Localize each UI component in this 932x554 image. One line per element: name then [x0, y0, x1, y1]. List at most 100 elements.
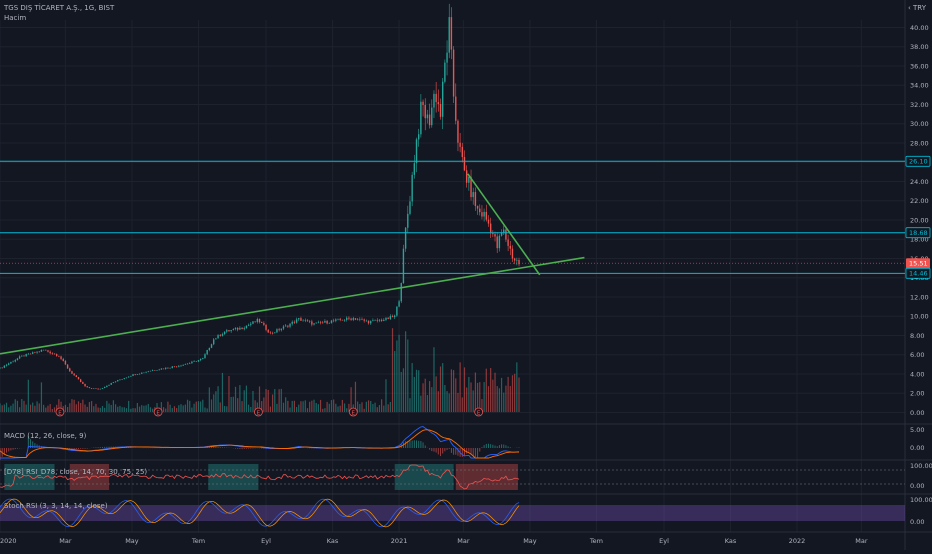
- volume-bar: [36, 401, 37, 412]
- price-tick-label: 32.00: [910, 101, 929, 109]
- volume-bar: [43, 405, 44, 412]
- candle-body: [294, 322, 295, 323]
- macd-histogram-bar: [248, 448, 249, 449]
- candle-body: [422, 102, 423, 105]
- trendline: [0, 258, 584, 354]
- candles: [0, 4, 520, 390]
- candle-body: [202, 358, 203, 359]
- earnings-marker-label: E: [58, 410, 62, 416]
- volume-bar: [21, 399, 22, 412]
- candle-body: [464, 157, 465, 170]
- volume-bar: [427, 395, 428, 412]
- price-tick-label: 6.00: [910, 351, 924, 359]
- volume-bar: [235, 387, 236, 412]
- volume-bar: [132, 408, 133, 412]
- candle-body: [370, 321, 371, 323]
- volume-bar: [318, 404, 319, 412]
- candle-body: [189, 363, 190, 364]
- volume-bar: [248, 405, 249, 412]
- volume-bar: [87, 407, 88, 412]
- candle-body: [52, 353, 53, 354]
- macd-histogram-bar: [425, 445, 426, 448]
- candle-body: [342, 320, 343, 321]
- macd-histogram-bar: [492, 445, 493, 448]
- macd-histogram-bar: [211, 447, 212, 448]
- volume-bar: [460, 362, 461, 412]
- candle-body: [265, 325, 266, 330]
- candle-body: [169, 368, 170, 369]
- candle-body: [276, 329, 277, 332]
- volume-bar: [191, 408, 192, 412]
- volume-bar: [39, 403, 40, 412]
- volume-bar: [494, 373, 495, 412]
- candle-body: [355, 318, 356, 320]
- candle-body: [178, 366, 179, 367]
- macd-histogram-bar: [473, 448, 474, 456]
- candle-body: [366, 321, 367, 322]
- candle-body: [215, 338, 216, 339]
- volume-bar: [379, 405, 380, 412]
- volume-bar: [69, 403, 70, 412]
- volume-bar: [492, 380, 493, 412]
- candle-body: [230, 330, 231, 331]
- candle-body: [494, 234, 495, 236]
- candle-body: [82, 382, 83, 384]
- candle-body: [292, 322, 293, 324]
- macd-histogram-bar: [433, 448, 434, 452]
- currency-selector[interactable]: ‹ TRY: [908, 4, 926, 12]
- candle-body: [239, 328, 240, 330]
- candle-body: [141, 373, 142, 374]
- macd-histogram-bar: [505, 445, 506, 448]
- candle-body: [126, 377, 127, 378]
- volume-bar: [113, 400, 114, 412]
- volume-bar: [479, 382, 480, 412]
- candle-body: [200, 359, 201, 360]
- volume-bar: [420, 396, 421, 412]
- volume-bar: [95, 404, 96, 412]
- volume-bar: [270, 407, 271, 412]
- time-axis-label: 2020: [0, 537, 17, 545]
- time-axis-label: Eyl: [659, 537, 669, 545]
- macd-histogram-bar: [479, 448, 480, 452]
- macd-histogram-bar: [13, 448, 14, 450]
- candle-body: [12, 362, 13, 363]
- macd-histogram-bar: [235, 448, 236, 449]
- volume-bar: [263, 397, 264, 412]
- candle-body: [440, 104, 441, 117]
- candle-body: [357, 319, 358, 320]
- volume-bar: [28, 380, 29, 412]
- macd-histogram-bar: [495, 446, 496, 448]
- candle-body: [71, 371, 72, 373]
- macd-histogram-bar: [104, 447, 105, 448]
- volume-bar: [329, 404, 330, 412]
- candle-body: [300, 318, 301, 321]
- volume-bar: [141, 405, 142, 412]
- volume-bar: [104, 408, 105, 412]
- candle-body: [420, 102, 421, 135]
- volume-bar: [67, 407, 68, 412]
- volume-bar: [45, 408, 46, 412]
- candle-body: [222, 334, 223, 336]
- candle-body: [228, 330, 229, 331]
- candle-body: [91, 388, 92, 389]
- rsi-tick-label: 100.00: [910, 462, 932, 470]
- candle-body: [492, 233, 493, 234]
- macd-histogram-bar: [466, 448, 467, 454]
- candle-body: [353, 318, 354, 320]
- time-axis-label: Kas: [327, 537, 339, 545]
- volume-bar: [47, 406, 48, 412]
- volume-bar: [71, 399, 72, 412]
- candle-body: [348, 318, 349, 319]
- candle-body: [63, 359, 64, 361]
- macd-histogram-bar: [85, 448, 86, 449]
- volume-bar: [285, 397, 286, 412]
- volume-bar: [178, 405, 179, 412]
- price-badge-label: 15.51: [909, 260, 928, 268]
- macd-histogram-bar: [471, 448, 472, 454]
- volume-bar: [390, 402, 391, 412]
- time-axis-label: Tem: [589, 537, 603, 545]
- volume-bar: [165, 409, 166, 412]
- candle-body: [49, 352, 50, 353]
- volume-bar: [305, 400, 306, 412]
- volume-bar: [23, 401, 24, 412]
